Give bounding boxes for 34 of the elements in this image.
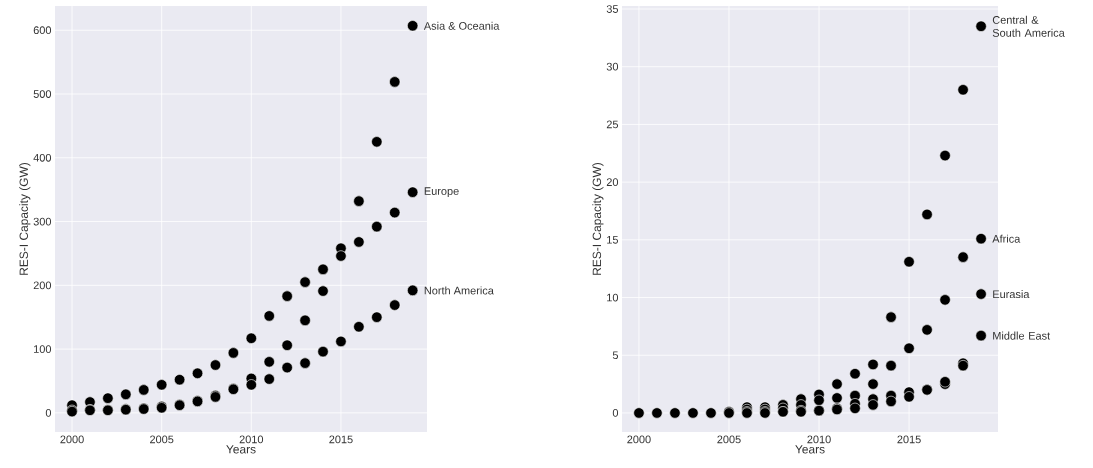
y-axis-title: RES-I Capacity (GW) [592,162,604,275]
y-tick-label: 10 [607,293,619,302]
x-tick-label: 2015 [329,435,353,444]
series-label: Europe [424,187,459,198]
y-tick-label: 30 [606,62,619,71]
y-tick-label: 100 [34,345,52,353]
x-tick-label: 2005 [150,435,174,444]
series-label: Asia & Oceania [423,21,500,30]
y-axis-title: RES-I Capacity (GW) [19,162,31,275]
y-tick-label: 500 [33,90,52,98]
x-axis-title: Years [226,445,256,454]
y-tick-label: 15 [607,236,619,244]
y-tick-label: 200 [33,281,52,290]
series-label: Africa [992,234,1021,243]
series-label: Eurasia [993,290,1030,299]
series-label: North America [424,286,494,295]
y-tick-label: 0 [612,409,619,417]
series-label: Middle East [993,331,1051,340]
x-tick-label: 2000 [60,435,84,444]
y-tick-label: 600 [33,26,52,35]
x-tick-label: 2015 [897,435,921,444]
y-tick-label: 300 [33,217,52,226]
y-tick-label: 400 [33,153,52,162]
series-label: Central & South America [992,15,1065,37]
x-axis-title: Years [795,445,825,454]
y-tick-label: 25 [606,120,619,129]
y-tick-label: 35 [606,5,619,13]
y-tick-label: 5 [612,351,619,360]
x-tick-label: 2005 [717,435,741,444]
y-tick-label: 0 [45,409,52,417]
x-tick-label: 2010 [807,435,831,444]
x-tick-label: 2010 [239,435,264,444]
x-tick-label: 2000 [627,435,651,444]
y-tick-label: 20 [606,178,619,186]
